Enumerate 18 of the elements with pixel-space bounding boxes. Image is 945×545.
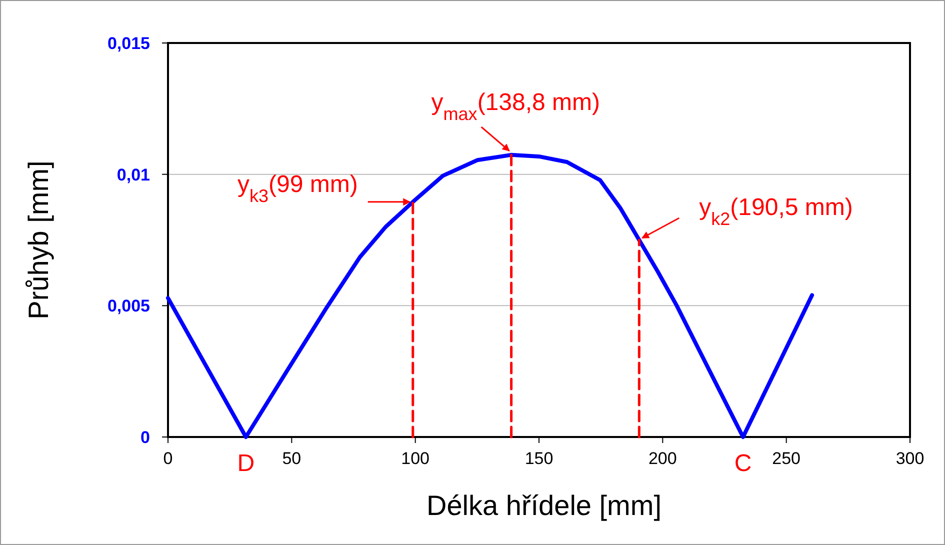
annotation: y$_{k3}$(99 mm) [238,170,358,206]
y-tick-label: 0 [140,428,150,447]
y-tick-label: 0,015 [107,34,150,53]
x-axis-title: Délka hřídele [mm] [426,490,662,521]
annotation: y$_{k2}$(190,5 mm) [699,194,853,229]
y-tick-label: 0,005 [107,296,150,316]
x-tick-label: 250 [772,449,801,468]
x-tick-label: 0 [163,449,173,468]
y-tick-label: 0,01 [116,165,150,184]
x-tick-label: 200 [648,449,677,468]
x-tick-label: 100 [401,449,430,468]
annotation: C [734,450,752,477]
x-tick-label: 50 [282,449,302,468]
annotation: D [237,450,255,477]
annotation: y$_{max}$(138,8 mm) [431,88,600,124]
x-tick-label: 150 [524,449,554,468]
x-tick-label: 300 [896,449,924,468]
y-axis-title: Průhyb [mm] [23,160,54,320]
